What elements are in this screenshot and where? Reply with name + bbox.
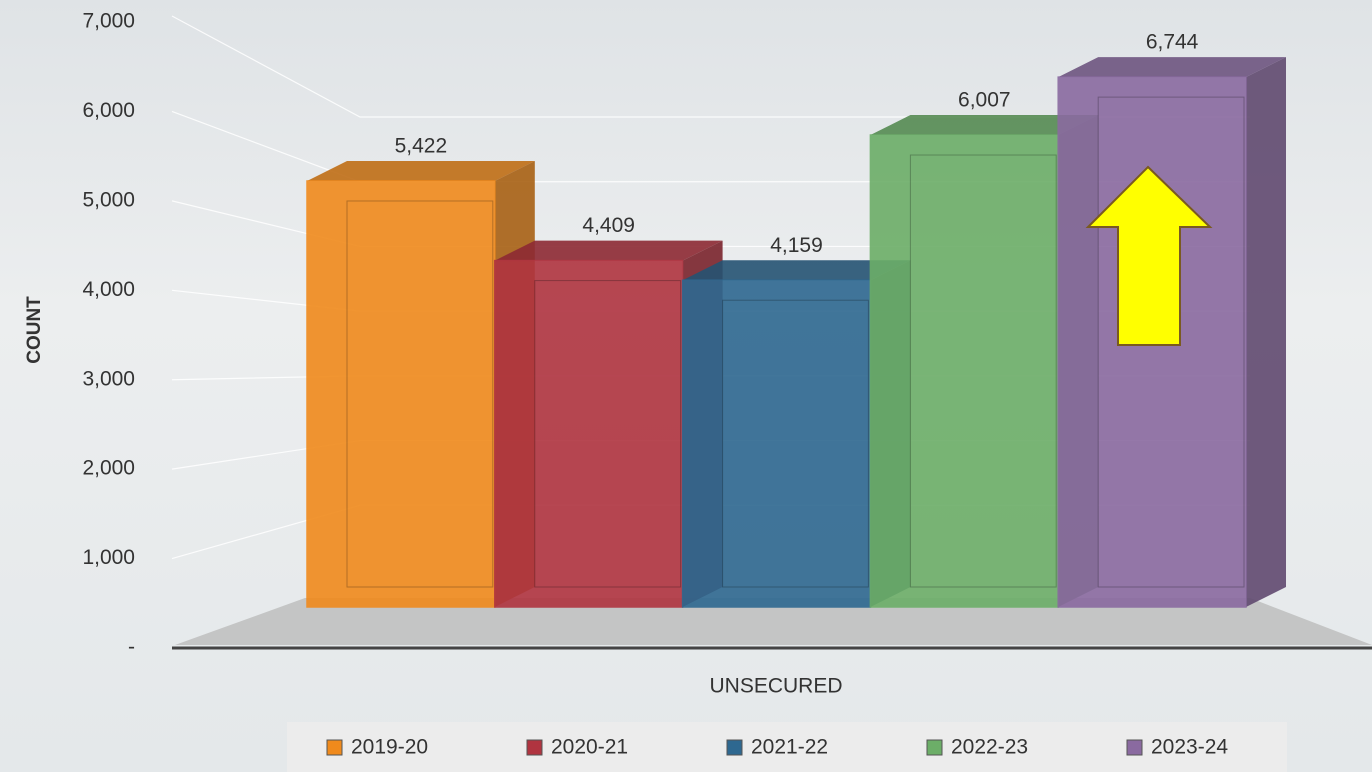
data-label: 6,007 [958,89,1011,112]
legend-label: 2020-21 [551,736,628,759]
data-label: 6,744 [1146,31,1199,54]
legend-swatch [527,740,542,755]
legend-label: 2019-20 [351,736,428,759]
bar [495,261,683,607]
legend-swatch [327,740,342,755]
bar-side [1246,57,1286,607]
legend-label: 2022-23 [951,736,1028,759]
chart: COUNT UNSECURED - 1,000 2,000 3,000 4,000 5,0… [0,0,1372,772]
y-axis-label: COUNT [24,296,45,364]
y-tick-label: 6,000 [82,99,135,122]
data-label: 4,159 [770,234,823,257]
y-tick-label: 3,000 [82,367,135,390]
bar [307,181,495,607]
legend-label: 2021-22 [751,736,828,759]
bar-top [307,161,535,181]
bar-top [495,241,723,261]
y-tick-label: 2,000 [82,457,135,480]
legend-label: 2023-24 [1151,736,1228,759]
data-label: 4,409 [582,214,635,237]
y-tick-label: 1,000 [82,546,135,569]
x-tick-label: UNSECURED [709,675,842,698]
y-tick-label: - [128,636,135,659]
legend-swatch [927,740,942,755]
bar [870,135,1058,607]
y-tick-label: 5,000 [82,188,135,211]
data-label: 5,422 [395,135,448,158]
bar-top [1058,57,1286,77]
y-tick-label: 7,000 [82,10,135,33]
legend-swatch [727,740,742,755]
y-tick-label: 4,000 [82,278,135,301]
bar [683,280,871,607]
page: COUNT UNSECURED - 1,000 2,000 3,000 4,000 5,0… [0,0,1372,772]
legend-swatch [1127,740,1142,755]
